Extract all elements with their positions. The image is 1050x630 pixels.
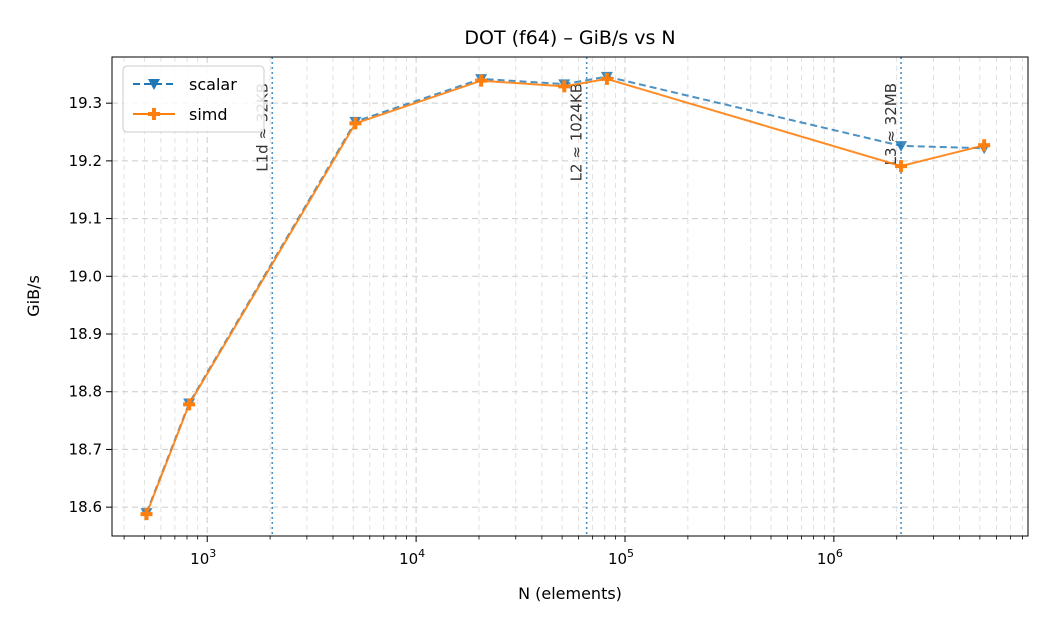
legend-label-simd: simd xyxy=(189,105,228,124)
cache-boundary-label: L2 ≈ 1024KB xyxy=(568,83,586,181)
series-line-simd xyxy=(145,77,985,515)
data-point-simd xyxy=(183,398,196,411)
data-point-simd xyxy=(978,139,991,152)
grid xyxy=(112,57,1028,536)
x-tick-label: 106 xyxy=(817,547,843,568)
y-tick-label: 19.0 xyxy=(69,267,102,285)
x-tick-label: 104 xyxy=(399,547,425,568)
series-line-scalar xyxy=(145,75,985,514)
data-point-simd xyxy=(349,117,362,130)
y-tick-label: 18.6 xyxy=(69,498,102,516)
data-point-simd xyxy=(140,508,153,521)
data-point-simd xyxy=(475,74,488,87)
chart-title: DOT (f64) – GiB/s vs N xyxy=(464,27,675,49)
y-tick-label: 18.7 xyxy=(69,440,102,458)
data-point-simd xyxy=(895,160,908,173)
y-tick-label: 18.8 xyxy=(69,383,102,401)
x-axis-label: N (elements) xyxy=(518,584,622,603)
y-tick-label: 19.3 xyxy=(69,94,102,112)
x-tick-label: 103 xyxy=(190,547,216,568)
axis-ticks: 103 104 105 106 18.6 18.7 18.8 18.9 19.0 19.1 19.2… xyxy=(69,94,1023,568)
cache-boundary-label: L3 ≈ 32MB xyxy=(882,83,900,165)
legend: scalar simd xyxy=(122,65,265,133)
data-point-simd xyxy=(600,72,613,85)
legend-label-scalar: scalar xyxy=(189,75,237,94)
y-axis-label: GiB/s xyxy=(24,275,43,317)
y-tick-label: 18.9 xyxy=(69,325,102,343)
plot-frame xyxy=(111,56,1029,537)
legend-marker-simd xyxy=(148,108,160,120)
y-tick-label: 19.1 xyxy=(69,210,102,228)
x-tick-label: 105 xyxy=(608,547,634,568)
data-point-simd xyxy=(558,80,571,93)
legend-marker-scalar xyxy=(148,79,160,90)
data-point-scalar xyxy=(895,141,908,152)
series xyxy=(140,71,991,521)
y-tick-label: 19.2 xyxy=(69,152,102,170)
